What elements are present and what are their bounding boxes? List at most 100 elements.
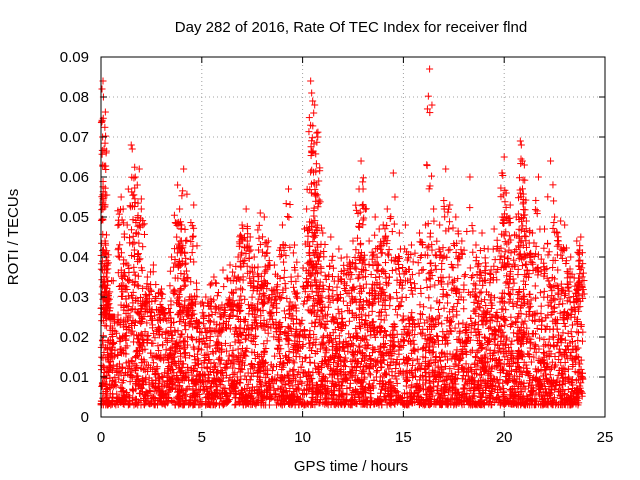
data-point [578,337,586,345]
data-point [398,317,406,325]
data-point [510,329,518,337]
data-point [306,359,314,367]
data-point [183,190,191,198]
data-point [116,241,124,249]
data-point [304,293,312,301]
chart-title: Day 282 of 2016, Rate Of TEC Index for r… [175,19,527,36]
data-point [568,321,576,329]
data-point [418,330,426,338]
data-point [241,372,249,380]
data-point [282,200,290,208]
data-point [508,337,516,345]
data-point [393,294,401,302]
data-point [179,187,187,195]
data-point [193,286,201,294]
data-point [98,193,106,201]
data-point [129,240,137,248]
data-point [558,335,566,343]
data-point [482,345,490,353]
data-point [140,230,148,238]
data-point [285,213,293,221]
data-point [131,271,139,279]
data-point [250,283,258,291]
data-point [129,385,137,393]
data-point [533,324,541,332]
data-point [284,213,292,221]
data-point [237,284,245,292]
data-point [564,329,572,337]
data-point [262,394,270,402]
data-point [259,233,267,241]
data-point [544,301,552,309]
data-point [434,332,442,340]
data-point [241,295,249,303]
data-point [170,211,178,219]
data-point [365,369,373,377]
data-point [545,335,553,343]
data-point [188,249,196,257]
data-point [490,336,498,344]
data-point [130,238,138,246]
data-point [102,132,110,140]
data-point [255,221,263,229]
data-point [341,363,349,371]
data-point [231,401,239,409]
data-point [101,139,109,147]
data-point [255,234,263,242]
data-point [135,239,143,247]
data-point [127,226,135,234]
data-point [277,293,285,301]
data-point [213,292,221,300]
data-point [183,236,191,244]
data-point [104,265,112,273]
data-point [283,294,291,302]
data-point [115,220,123,228]
data-point [414,346,422,354]
data-point [347,357,355,365]
data-point [281,280,289,288]
data-point [237,292,245,300]
data-point [108,277,116,285]
data-point [140,220,148,228]
data-point [212,279,220,287]
data-point [365,311,373,319]
data-point [225,377,233,385]
data-point [188,335,196,343]
data-point [231,338,239,346]
data-point [99,230,107,238]
data-point [181,225,189,233]
data-point [147,309,155,317]
data-point [438,320,446,328]
data-point [178,192,186,200]
data-point [193,279,201,287]
data-point [231,324,239,332]
data-point [293,294,301,302]
data-point [281,266,289,274]
data-point [265,257,273,265]
data-point [114,252,122,260]
data-point [286,310,294,318]
data-point [193,324,201,332]
data-point [568,333,576,341]
data-point [98,353,106,361]
data-point [273,308,281,316]
data-point [421,366,429,374]
data-point [455,320,463,328]
data-point [254,226,262,234]
data-point [143,280,151,288]
data-point [182,326,190,334]
data-point [166,267,174,275]
data-point [272,363,280,371]
data-point [254,263,262,271]
data-point [471,320,479,328]
data-point [280,273,288,281]
data-point [286,201,294,209]
data-point [476,371,484,379]
data-point [276,253,284,261]
data-point [126,239,134,247]
data-point [395,360,403,368]
data-point [166,282,174,290]
data-point [573,328,581,336]
data-point [507,313,515,321]
